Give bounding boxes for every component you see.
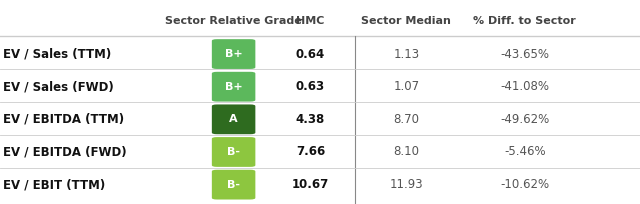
Text: EV / Sales (FWD): EV / Sales (FWD): [3, 80, 114, 93]
Text: 1.07: 1.07: [394, 80, 419, 93]
Text: Sector Relative Grade: Sector Relative Grade: [165, 16, 302, 27]
FancyBboxPatch shape: [212, 137, 255, 167]
Text: B+: B+: [225, 82, 243, 92]
Text: 0.63: 0.63: [296, 80, 325, 93]
Text: % Diff. to Sector: % Diff. to Sector: [474, 16, 576, 27]
Text: 0.64: 0.64: [296, 48, 325, 61]
Text: 8.70: 8.70: [394, 113, 419, 126]
FancyBboxPatch shape: [212, 104, 255, 134]
Text: EV / EBIT (TTM): EV / EBIT (TTM): [3, 178, 106, 191]
Text: B+: B+: [225, 49, 243, 59]
Text: A: A: [229, 114, 238, 124]
FancyBboxPatch shape: [212, 72, 255, 102]
Text: 11.93: 11.93: [390, 178, 423, 191]
Text: 1.13: 1.13: [394, 48, 419, 61]
Text: HMC: HMC: [296, 16, 324, 27]
Text: 4.38: 4.38: [296, 113, 325, 126]
Text: B-: B-: [227, 147, 240, 157]
Text: B-: B-: [227, 180, 240, 190]
FancyBboxPatch shape: [212, 39, 255, 69]
Text: Sector Median: Sector Median: [362, 16, 451, 27]
Text: EV / Sales (TTM): EV / Sales (TTM): [3, 48, 111, 61]
Text: -49.62%: -49.62%: [500, 113, 549, 126]
Text: EV / EBITDA (FWD): EV / EBITDA (FWD): [3, 145, 127, 159]
Text: EV / EBITDA (TTM): EV / EBITDA (TTM): [3, 113, 124, 126]
Text: -5.46%: -5.46%: [504, 145, 546, 159]
Text: -43.65%: -43.65%: [500, 48, 549, 61]
Text: 7.66: 7.66: [296, 145, 325, 159]
Text: -41.08%: -41.08%: [500, 80, 549, 93]
Text: -10.62%: -10.62%: [500, 178, 549, 191]
FancyBboxPatch shape: [212, 170, 255, 200]
Text: 10.67: 10.67: [292, 178, 329, 191]
Text: 8.10: 8.10: [394, 145, 419, 159]
